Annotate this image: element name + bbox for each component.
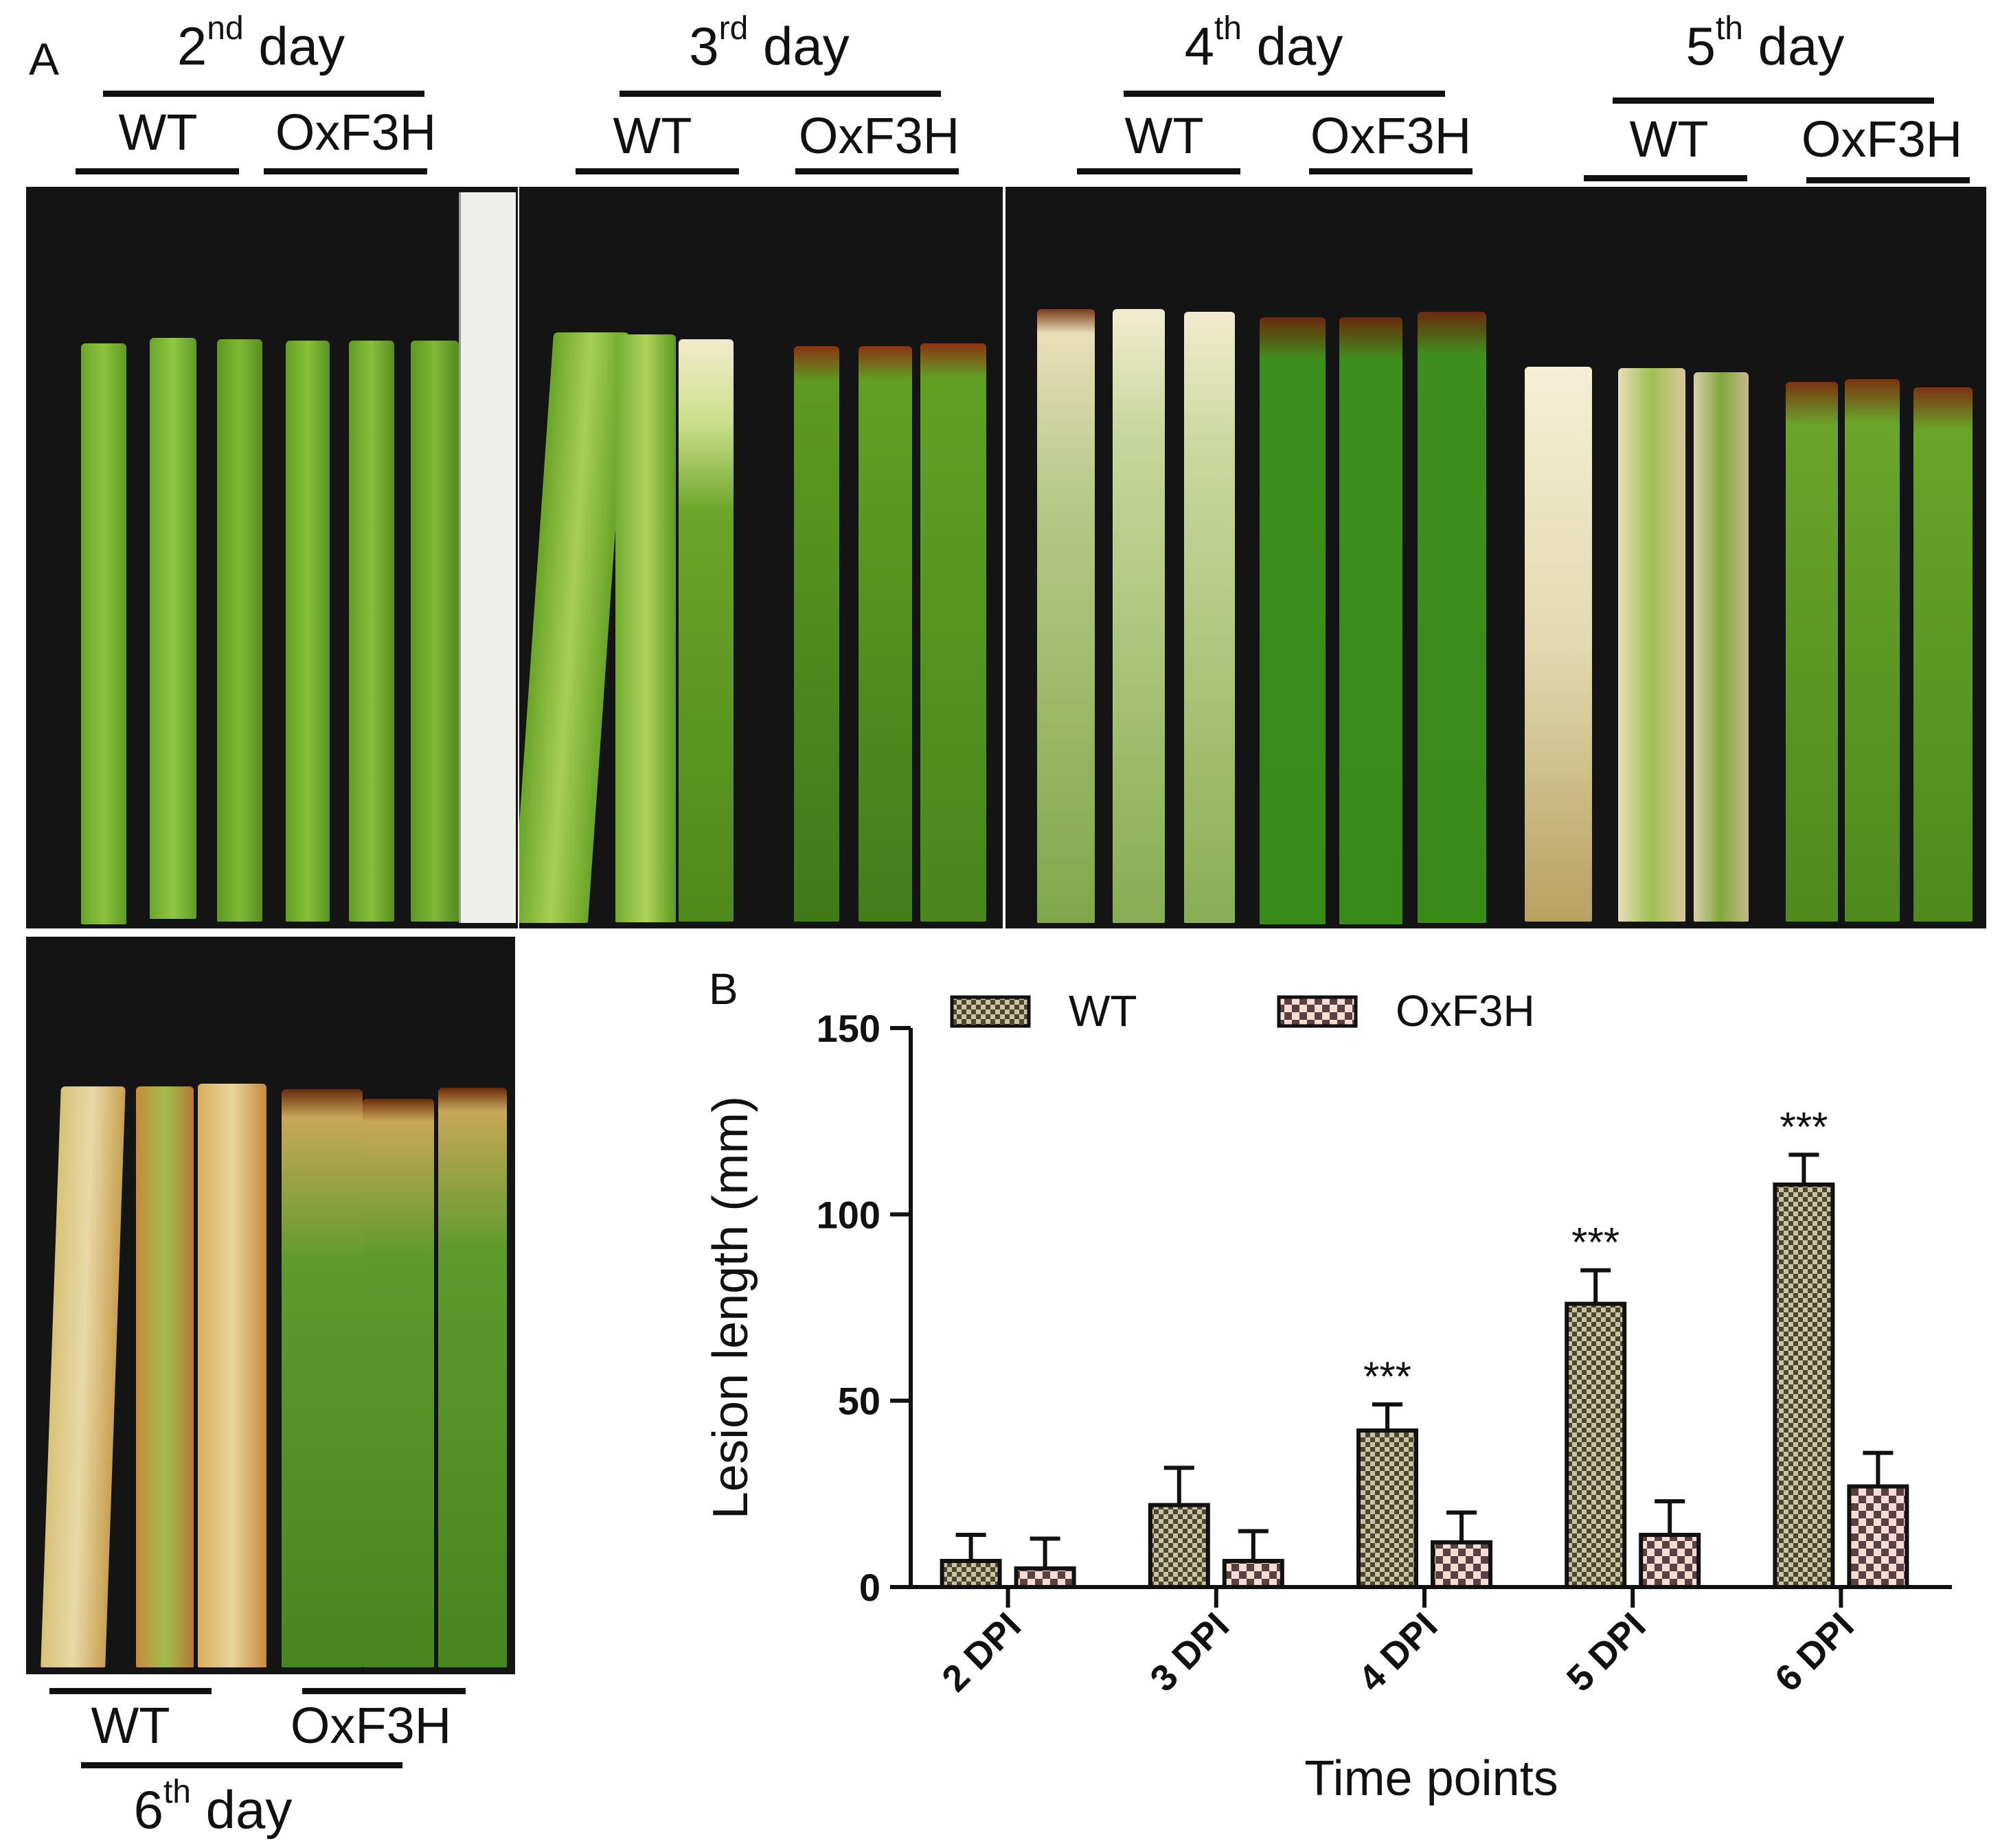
day-3-wt-label: WT — [613, 107, 692, 164]
day-2-underline — [103, 91, 424, 97]
day-2-ox-label: OxF3H — [275, 104, 437, 161]
bar-wt — [940, 1559, 1002, 1590]
x-tick-label: 2 DPI — [934, 1605, 1029, 1700]
y-tick-label: 0 — [859, 1566, 880, 1609]
legend-label-oxf3h: OxF3H — [1396, 986, 1535, 1036]
y-tick-label: 150 — [817, 1007, 880, 1050]
legend-label-wt: WT — [1069, 986, 1137, 1036]
chart-legend: WT OxF3H — [950, 986, 1535, 1036]
day-5-label: 5th day — [1685, 10, 1845, 76]
chart-axes: 0 50 100 150 Lesion length (mm) Time points 2 … — [703, 1007, 1952, 1806]
panel-a-letter: A — [29, 34, 60, 84]
day-5-underline — [1613, 98, 1934, 104]
significance-label: *** — [1363, 1354, 1411, 1400]
legend-swatch-wt — [950, 995, 1031, 1028]
bar-oxf3h — [1431, 1540, 1492, 1589]
ruler — [459, 192, 516, 923]
y-tick-label: 50 — [838, 1380, 880, 1423]
x-tick-label: 6 DPI — [1767, 1605, 1862, 1700]
day-5-ox-underline — [1806, 177, 1970, 183]
legend-swatch-oxf3h — [1277, 995, 1358, 1028]
y-axis-title: Lesion length (mm) — [703, 1096, 758, 1519]
panel-b-letter: B — [709, 964, 738, 1014]
day-5-wt-underline — [1584, 175, 1747, 181]
day-6-underline — [81, 1762, 402, 1768]
photo-day-3 — [519, 187, 1003, 928]
day-2-label: 2nd day — [177, 10, 345, 76]
bar-wt — [1356, 1428, 1418, 1590]
day-3-wt-underline — [576, 168, 739, 174]
x-tick-label: 4 DPI — [1351, 1605, 1446, 1700]
x-tick-label: 3 DPI — [1142, 1605, 1237, 1700]
day-4-wt-underline — [1077, 168, 1240, 174]
day-2-wt-underline — [76, 168, 239, 174]
bar-oxf3h — [1639, 1533, 1701, 1589]
y-tick-label: 100 — [817, 1193, 880, 1236]
x-axis-title: Time points — [1304, 1751, 1558, 1806]
day-4-underline — [1124, 91, 1445, 97]
day-4-ox-underline — [1309, 168, 1473, 174]
bar-oxf3h — [1847, 1484, 1909, 1589]
photo-day-6 — [26, 937, 515, 1674]
day-5-ox-label: OxF3H — [1801, 111, 1963, 168]
day-4-label: 4th day — [1184, 10, 1343, 76]
day-4-ox-label: OxF3H — [1310, 107, 1472, 164]
day-3-ox-underline — [795, 168, 959, 174]
day-6-ox-label: OxF3H — [290, 1697, 452, 1754]
day-3-underline — [620, 91, 941, 97]
day-6-label: 6th day — [133, 1774, 293, 1840]
bar-oxf3h — [1222, 1559, 1284, 1590]
x-tick-label: 5 DPI — [1559, 1605, 1654, 1700]
bar-wt — [1565, 1301, 1627, 1590]
day-6-ox-overline — [302, 1688, 466, 1694]
bar-wt — [1773, 1182, 1835, 1590]
day-3-label: 3rd day — [689, 10, 850, 76]
day-4-wt-label: WT — [1124, 107, 1204, 164]
day-3-ox-label: OxF3H — [798, 107, 960, 164]
significance-label: *** — [1571, 1220, 1620, 1266]
photo-day-5 — [1495, 187, 1986, 928]
day-2-ox-underline — [264, 168, 427, 174]
chart-bars: *** *** *** — [940, 1104, 1909, 1590]
day-5-wt-label: WT — [1629, 111, 1709, 168]
bar-wt — [1148, 1503, 1210, 1589]
day-2-wt-label: WT — [118, 104, 198, 161]
photo-day-2 — [26, 187, 518, 928]
day-6-wt-label: WT — [91, 1697, 170, 1754]
photo-day-4 — [1005, 187, 1495, 928]
day-6-wt-overline — [49, 1688, 212, 1694]
bar-oxf3h — [1014, 1566, 1076, 1590]
significance-label: *** — [1780, 1104, 1828, 1150]
